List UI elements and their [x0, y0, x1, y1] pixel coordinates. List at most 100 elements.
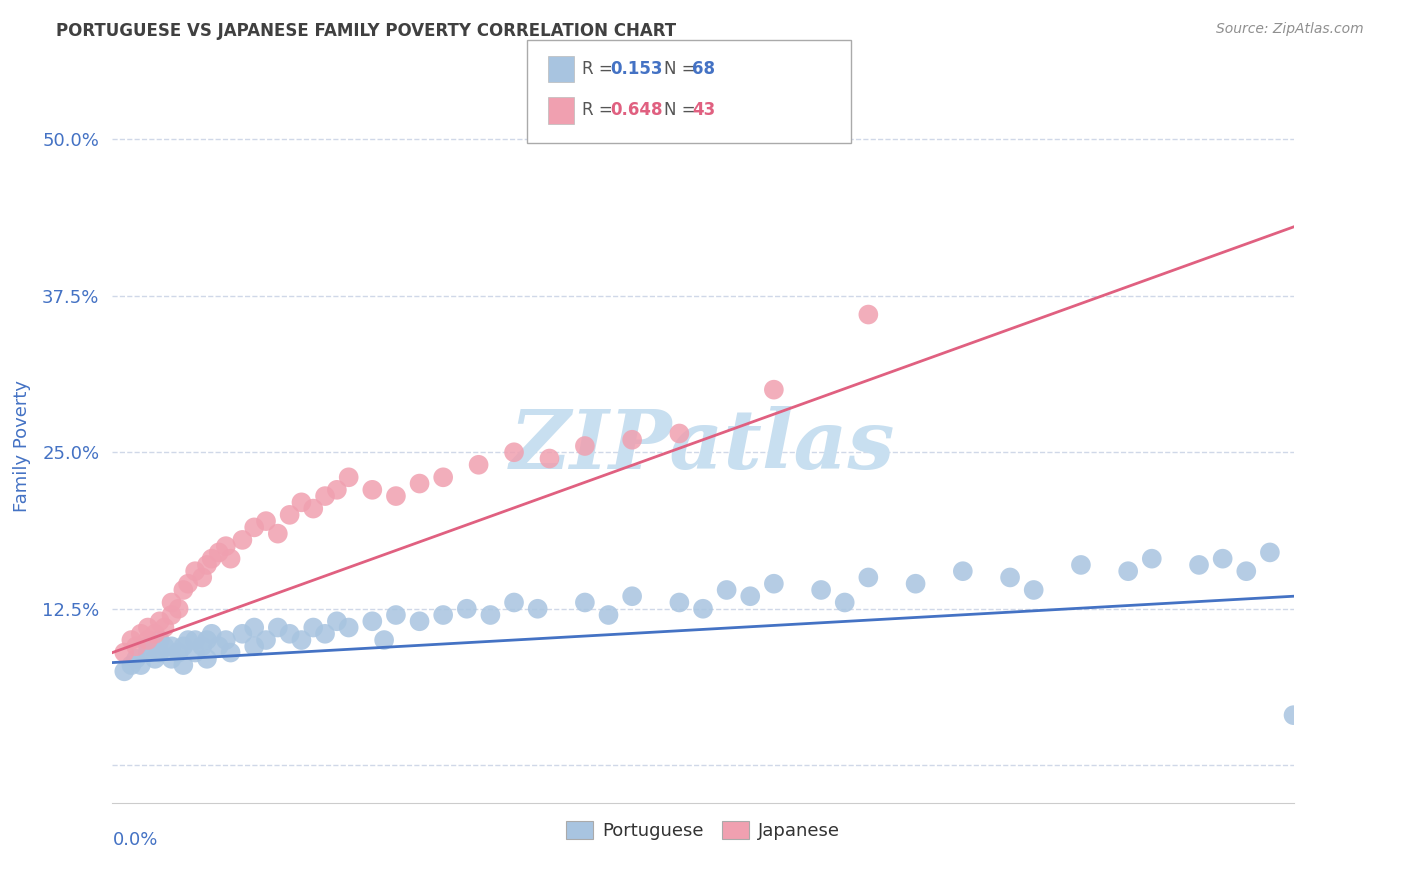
Point: [267, 526, 290, 541]
Point: [195, 633, 218, 648]
Point: [1188, 558, 1211, 572]
Point: [191, 640, 214, 654]
Point: [1022, 582, 1045, 597]
Point: [120, 658, 142, 673]
Point: [177, 576, 200, 591]
Point: [1116, 564, 1139, 578]
Text: N =: N =: [664, 60, 700, 78]
Text: N =: N =: [664, 102, 700, 120]
Point: [184, 633, 207, 648]
Point: [149, 614, 172, 628]
Point: [574, 595, 596, 609]
Point: [1140, 551, 1163, 566]
Point: [314, 489, 336, 503]
Point: [762, 383, 785, 397]
Point: [621, 433, 644, 447]
Point: [208, 545, 231, 559]
Text: 0.153: 0.153: [610, 60, 662, 78]
Point: [290, 633, 312, 648]
Legend: Portuguese, Japanese: Portuguese, Japanese: [560, 814, 846, 847]
Point: [160, 640, 183, 654]
Point: [125, 652, 148, 666]
Point: [208, 640, 231, 654]
Point: [184, 646, 207, 660]
Point: [120, 633, 142, 648]
Point: [160, 607, 183, 622]
Text: R =: R =: [582, 102, 619, 120]
Point: [136, 646, 159, 660]
Point: [243, 640, 266, 654]
Point: [314, 627, 336, 641]
Point: [136, 621, 159, 635]
Point: [167, 601, 190, 615]
Point: [337, 621, 360, 635]
Point: [538, 451, 561, 466]
Point: [112, 646, 135, 660]
Point: [858, 308, 880, 322]
Point: [243, 621, 266, 635]
Point: [153, 640, 176, 654]
Y-axis label: Family Poverty: Family Poverty: [13, 380, 31, 512]
Point: [1212, 551, 1234, 566]
Text: 0.648: 0.648: [610, 102, 662, 120]
Point: [668, 426, 690, 441]
Point: [858, 570, 880, 584]
Point: [136, 633, 159, 648]
Point: [432, 470, 454, 484]
Point: [432, 607, 454, 622]
Point: [172, 658, 194, 673]
Point: [762, 576, 785, 591]
Point: [278, 627, 301, 641]
Point: [219, 551, 242, 566]
Point: [267, 621, 290, 635]
Point: [1070, 558, 1092, 572]
Text: 0.0%: 0.0%: [112, 831, 157, 849]
Point: [195, 558, 218, 572]
Point: [598, 607, 620, 622]
Point: [668, 595, 690, 609]
Point: [129, 627, 152, 641]
Point: [153, 621, 176, 635]
Text: 43: 43: [692, 102, 716, 120]
Point: [998, 570, 1021, 584]
Point: [1282, 708, 1305, 723]
Point: [385, 489, 408, 503]
Point: [326, 483, 349, 497]
Point: [740, 589, 762, 603]
Point: [361, 614, 384, 628]
Point: [172, 640, 194, 654]
Point: [143, 652, 166, 666]
Point: [692, 601, 714, 615]
Point: [167, 646, 190, 660]
Point: [408, 614, 430, 628]
Point: [278, 508, 301, 522]
Point: [215, 633, 238, 648]
Point: [243, 520, 266, 534]
Point: [160, 652, 183, 666]
Point: [160, 595, 183, 609]
Point: [479, 607, 502, 622]
Point: [337, 470, 360, 484]
Point: [201, 627, 224, 641]
Point: [952, 564, 974, 578]
Point: [191, 570, 214, 584]
Point: [129, 658, 152, 673]
Point: [290, 495, 312, 509]
Point: [112, 665, 135, 679]
Point: [834, 595, 856, 609]
Point: [467, 458, 489, 472]
Point: [373, 633, 395, 648]
Point: [184, 564, 207, 578]
Point: [361, 483, 384, 497]
Point: [231, 533, 253, 547]
Point: [302, 621, 325, 635]
Point: [254, 633, 277, 648]
Point: [326, 614, 349, 628]
Point: [1234, 564, 1257, 578]
Point: [408, 476, 430, 491]
Text: Source: ZipAtlas.com: Source: ZipAtlas.com: [1216, 22, 1364, 37]
Point: [149, 646, 172, 660]
Point: [136, 640, 159, 654]
Text: R =: R =: [582, 60, 619, 78]
Text: 68: 68: [692, 60, 714, 78]
